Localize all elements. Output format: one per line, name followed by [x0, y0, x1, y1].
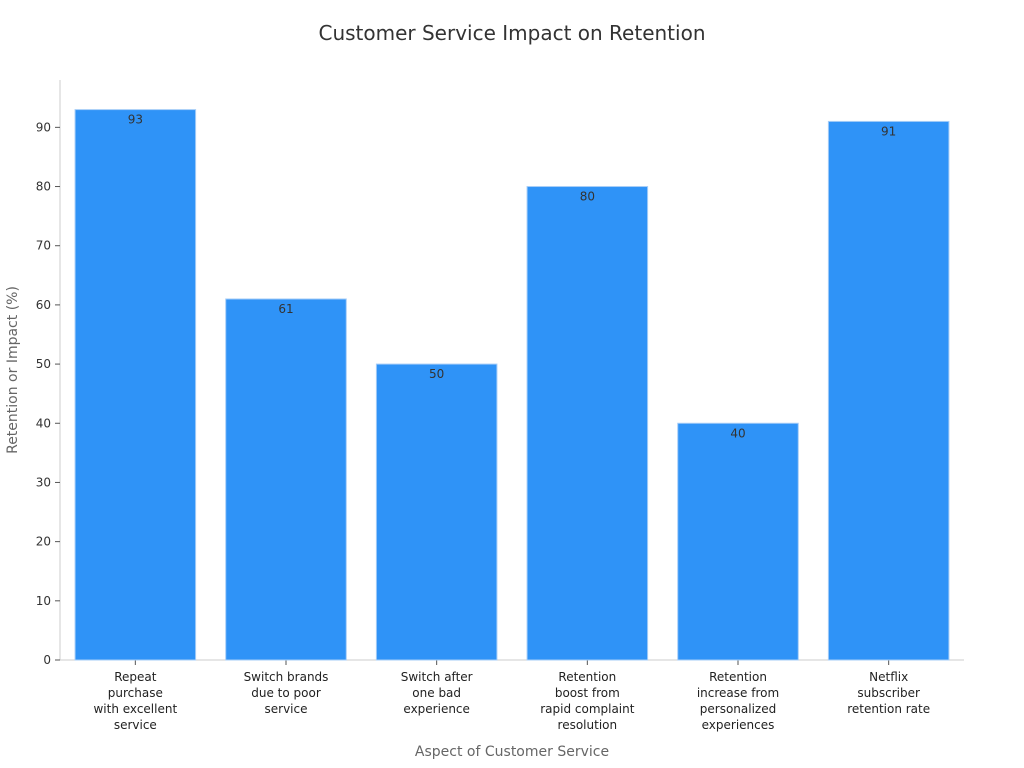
x-tick-label-line: resolution: [558, 718, 618, 732]
x-tick-label-line: retention rate: [847, 702, 930, 716]
x-axis-label: Aspect of Customer Service: [415, 744, 609, 760]
x-tick-label-line: with excellent: [93, 702, 177, 716]
y-tick-label: 60: [36, 298, 51, 312]
bar: [677, 422, 799, 661]
x-tick-label-line: Switch brands: [244, 670, 329, 684]
x-tick-label: Repeat purchase with excellent service: [93, 670, 177, 732]
x-tick-label-line: Repeat: [114, 670, 157, 684]
data-label: 61: [278, 302, 293, 316]
x-tick-label-line: boost from: [555, 686, 620, 700]
y-tick-label: 30: [36, 475, 51, 489]
bar: [74, 109, 197, 661]
bar: [526, 186, 649, 661]
x-tick-label-line: one bad: [412, 686, 461, 700]
data-label: 40: [730, 426, 745, 440]
x-tick-label-line: personalized: [700, 702, 776, 716]
y-axis-label: Retention or Impact (%): [5, 286, 21, 454]
x-tick-label-line: experience: [403, 702, 470, 716]
y-tick-label: 90: [36, 120, 51, 134]
bar: [225, 298, 347, 661]
x-tick-label-line: Retention: [558, 670, 616, 684]
y-tick-label: 0: [43, 653, 51, 667]
data-label: 91: [881, 124, 896, 138]
x-axis: Repeat purchase with excellent serviceSwitc…: [60, 659, 964, 732]
x-tick-label-line: Retention: [709, 670, 767, 684]
y-tick-label: 20: [36, 535, 51, 549]
y-tick-label: 40: [36, 416, 51, 430]
x-tick-label-line: purchase: [108, 686, 163, 700]
x-tick-label: Switch brands due to poor service: [244, 670, 329, 716]
x-tick-label-line: Netflix: [869, 670, 908, 684]
y-axis: 0 10 20 30 40 50 60 70 80 90: [36, 80, 61, 667]
data-label: 80: [580, 190, 595, 204]
x-tick-label-line: Switch after: [401, 670, 473, 684]
data-labels-group: 93 61 50 80 40 91: [128, 113, 897, 441]
x-tick-label: Retention boost from rapid complaint resolu…: [540, 670, 635, 732]
data-label: 93: [128, 113, 143, 127]
x-tick-label-line: due to poor: [251, 686, 321, 700]
chart-title: Customer Service Impact on Retention: [318, 21, 705, 45]
bars-group: [74, 109, 950, 661]
x-tick-label-line: subscriber: [857, 686, 920, 700]
bar: [827, 120, 950, 661]
bar: [375, 363, 498, 661]
x-tick-label-line: service: [265, 702, 308, 716]
x-tick-label: Switch after one bad experience: [401, 670, 473, 716]
x-tick-label: Retention increase from personalized experi…: [697, 670, 779, 732]
x-tick-label-line: service: [114, 718, 157, 732]
x-tick-label-line: experiences: [702, 718, 775, 732]
data-label: 50: [429, 367, 444, 381]
y-tick-label: 10: [36, 594, 51, 608]
x-tick-label: Netflix subscriber retention rate: [847, 670, 930, 716]
x-tick-label-line: increase from: [697, 686, 779, 700]
y-tick-label: 80: [36, 180, 51, 194]
y-tick-label: 50: [36, 357, 51, 371]
x-tick-label-line: rapid complaint: [540, 702, 635, 716]
y-tick-label: 70: [36, 239, 51, 253]
